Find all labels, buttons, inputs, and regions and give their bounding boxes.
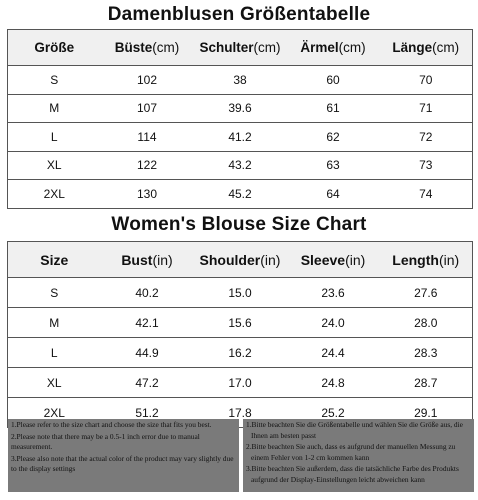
cell-size: M	[49, 315, 60, 330]
header-length: Länge(cm)	[392, 40, 460, 55]
cell-sleeve: 63	[326, 158, 340, 173]
cell-length: 72	[419, 129, 433, 144]
cell-shoulder: 45.2	[228, 186, 252, 201]
note-item: 1.Please refer to the size chart and cho…	[11, 420, 212, 429]
table-row: M 107 39.6 61 71	[7, 94, 473, 123]
cell-shoulder: 17.8	[228, 405, 252, 420]
header-sleeve: Ärmel(cm)	[300, 40, 366, 55]
header-shoulder: Schulter(cm)	[199, 40, 281, 55]
cell-sleeve: 62	[326, 129, 340, 144]
cell-length: 28.3	[414, 345, 438, 360]
table-row: L 114 41.2 62 72	[7, 122, 473, 152]
note-item: 2.Please note that there may be a 0.5-1 …	[11, 431, 200, 452]
table-row: S 102 38 60 70	[7, 65, 473, 95]
cell-bust: 130	[136, 186, 158, 201]
notes-box-de: 1.Bitte beachten Sie die Größentabelle u…	[243, 419, 474, 492]
cell-length: 27.6	[414, 285, 438, 300]
cell-bust: 47.2	[135, 375, 159, 390]
table-row: 2XL 130 45.2 64 74	[7, 179, 473, 209]
cell-bust: 51.2	[135, 405, 159, 420]
cell-shoulder: 15.6	[228, 315, 252, 330]
cell-shoulder: 17.0	[228, 375, 252, 390]
cell-size: 2XL	[43, 186, 65, 201]
cell-bust: 44.9	[135, 345, 159, 360]
cell-length: 74	[419, 186, 433, 201]
cell-length: 73	[419, 158, 433, 173]
cell-length: 28.0	[414, 315, 438, 330]
table-header-row: Size Bust(in) Shoulder(in) Sleeve(in) Le…	[7, 241, 473, 278]
cell-size: L	[50, 345, 58, 360]
table-row: S 40.2 15.0 23.6 27.6	[7, 277, 473, 308]
header-size: Größe	[34, 40, 75, 55]
size-chart-title-de: Damenblusen Größentabelle	[107, 4, 371, 25]
header-length: Length(in)	[392, 251, 460, 268]
table-header-row: Größe Büste(cm) Schulter(cm) Ärmel(cm) L…	[7, 29, 473, 66]
table-row: M 42.1 15.6 24.0 28.0	[7, 307, 473, 338]
cell-shoulder: 16.2	[228, 345, 252, 360]
cell-shoulder: 15.0	[228, 285, 252, 300]
cell-shoulder: 39.6	[228, 101, 252, 116]
size-table-inches: Size Bust(in) Shoulder(in) Sleeve(in) Le…	[7, 241, 473, 428]
cell-bust: 122	[136, 158, 158, 173]
cell-shoulder: 43.2	[228, 158, 252, 173]
table-row: XL 47.2 17.0 24.8 28.7	[7, 367, 473, 398]
note-item: 3.Please also note that the actual color…	[11, 453, 234, 474]
header-shoulder: Shoulder(in)	[199, 251, 281, 268]
table-row: 2XL 51.2 17.8 25.2 29.1	[7, 397, 473, 428]
size-chart-title-en: Women's Blouse Size Chart	[111, 214, 367, 235]
header-size: Size	[40, 251, 69, 268]
table-row: L 44.9 16.2 24.4 28.3	[7, 337, 473, 368]
header-sleeve: Sleeve(in)	[300, 251, 366, 268]
cell-bust: 107	[136, 101, 158, 116]
header-bust: Bust(in)	[121, 251, 173, 268]
note-item: 1.Bitte beachten Sie die Größentabelle u…	[246, 420, 463, 440]
cell-sleeve: 24.4	[321, 345, 345, 360]
note-item: 2.Bitte beachten Sie auch, dass es aufgr…	[246, 442, 456, 462]
cell-shoulder: 41.2	[228, 129, 252, 144]
cell-sleeve: 64	[326, 186, 340, 201]
size-table-cm: Größe Büste(cm) Schulter(cm) Ärmel(cm) L…	[7, 29, 473, 209]
cell-shoulder: 38	[233, 72, 247, 87]
cell-size: XL	[46, 158, 62, 173]
cell-sleeve: 23.6	[321, 285, 345, 300]
cell-bust: 40.2	[135, 285, 159, 300]
cell-sleeve: 60	[326, 72, 340, 87]
cell-size: 2XL	[43, 405, 65, 420]
cell-sleeve: 24.8	[321, 375, 345, 390]
header-bust: Büste(cm)	[114, 40, 180, 55]
note-item: 3.Bitte beachten Sie außerdem, dass die …	[246, 464, 459, 484]
cell-sleeve: 25.2	[321, 405, 345, 420]
cell-bust: 42.1	[135, 315, 159, 330]
notes-box-en: 1.Please refer to the size chart and cho…	[8, 419, 239, 492]
cell-length: 29.1	[414, 405, 438, 420]
table-row: XL 122 43.2 63 73	[7, 151, 473, 180]
cell-size: L	[50, 129, 58, 144]
cell-length: 71	[419, 101, 433, 116]
cell-length: 70	[419, 72, 433, 87]
cell-bust: 102	[136, 72, 158, 87]
cell-size: XL	[46, 375, 62, 390]
cell-bust: 114	[137, 129, 157, 144]
cell-size: S	[50, 72, 59, 87]
cell-size: M	[49, 101, 60, 116]
cell-sleeve: 61	[326, 101, 340, 116]
cell-size: S	[50, 285, 59, 300]
cell-sleeve: 24.0	[321, 315, 345, 330]
cell-length: 28.7	[414, 375, 438, 390]
